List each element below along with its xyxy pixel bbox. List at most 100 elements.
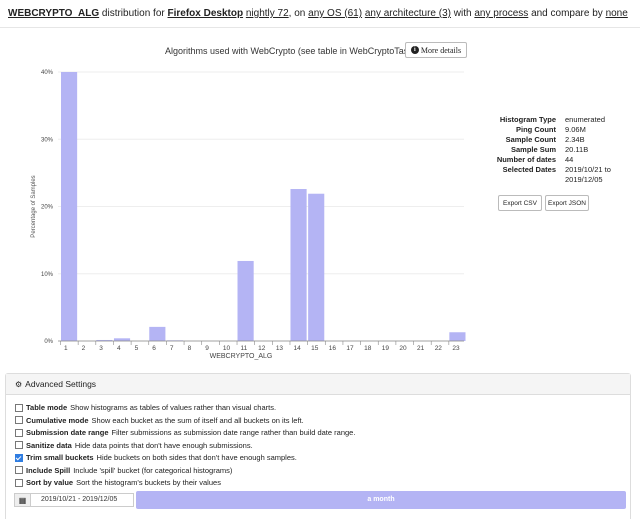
option-description: Filter submissions as submission date ra… <box>111 428 356 437</box>
stat-value: 9.06M <box>565 125 586 134</box>
option-row[interactable]: Table mode Show histograms as tables of v… <box>15 403 276 412</box>
stat-value: enumerated <box>565 115 606 124</box>
architecture-selector[interactable]: any architecture (3) <box>364 8 451 19</box>
x-tick-label: 16 <box>329 345 337 352</box>
option-title: Include Spill <box>26 465 71 475</box>
date-range-input[interactable]: 2019/10/21 - 2019/12/05 <box>30 493 134 507</box>
histogram-bar <box>149 326 166 341</box>
x-tick-label: 12 <box>258 345 266 352</box>
option-row[interactable]: Sort by value Sort the histogram's bucket… <box>15 478 221 487</box>
y-tick-label: 10% <box>41 272 54 278</box>
histogram-selector[interactable]: WEBCRYPTO_ALG <box>8 8 100 19</box>
histogram-bar <box>449 332 466 341</box>
option-title: Table mode <box>26 403 68 412</box>
query-bar: WEBCRYPTO_ALG distribution for Firefox D… <box>8 7 636 23</box>
stat-row: Number of dates 44 <box>478 155 635 165</box>
option-title: Trim small buckets <box>26 453 94 462</box>
option-checkbox[interactable] <box>15 428 23 437</box>
export-csv-button[interactable]: Export CSV <box>498 195 542 211</box>
os-selector[interactable]: any OS (61) <box>308 8 363 19</box>
x-tick-label: 14 <box>293 345 301 352</box>
stat-key: Histogram Type <box>499 115 556 124</box>
x-tick-label: 4 <box>117 345 121 352</box>
stat-value: 2019/10/21 to 2019/12/05 <box>565 165 611 184</box>
channel-selector[interactable]: nightly 72 <box>245 8 289 19</box>
query-text: with <box>453 8 472 19</box>
x-tick-label: 15 <box>311 345 319 352</box>
x-axis-label: WEBCRYPTO_ALG <box>210 353 273 360</box>
x-tick-label: 5 <box>135 345 139 352</box>
x-tick-label: 10 <box>223 345 231 352</box>
stat-value: 20.11B <box>565 145 589 154</box>
option-checkbox[interactable] <box>15 466 23 474</box>
info-icon: i <box>410 46 419 54</box>
option-title: Sanitize data <box>26 440 72 450</box>
option-checkbox[interactable] <box>15 441 23 449</box>
option-checkbox[interactable] <box>15 453 23 462</box>
calendar-icon[interactable]: ▦ <box>14 493 30 507</box>
query-text: and compare by <box>531 8 603 19</box>
more-details-button[interactable]: i More details <box>405 42 467 58</box>
advanced-settings-header[interactable]: ⚙ Advanced Settings <box>6 374 630 395</box>
option-checkbox[interactable] <box>15 416 23 424</box>
process-selector[interactable]: any process <box>474 8 529 19</box>
advanced-settings-panel: ⚙ Advanced Settings Table mode Show histog… <box>5 373 631 519</box>
x-tick-label: 6 <box>152 345 156 352</box>
option-row[interactable]: Include Spill Include 'spill' bucket (for… <box>15 466 232 475</box>
x-tick-label: 19 <box>382 345 390 352</box>
x-tick-label: 20 <box>399 345 407 352</box>
stat-key: Selected Dates <box>502 165 556 174</box>
x-tick-label: 11 <box>241 345 248 352</box>
x-tick-label: 1 <box>64 345 68 352</box>
stat-key: Ping Count <box>516 125 556 134</box>
option-row[interactable]: Trim small buckets Hide buckets on both s… <box>15 453 297 462</box>
option-description: Hide data points that don't have enough … <box>74 440 253 450</box>
histogram-bar <box>61 72 78 341</box>
y-tick-label: 0% <box>44 339 53 345</box>
query-text: , on <box>288 8 306 19</box>
stat-key: Sample Count <box>505 135 556 144</box>
x-tick-label: 22 <box>435 345 443 352</box>
histogram-bar <box>237 260 254 341</box>
y-tick-label: 40% <box>41 70 54 76</box>
stat-value: 2.34B <box>565 135 585 144</box>
y-tick-label: 20% <box>41 205 54 211</box>
option-description: Show histograms as tables of values rath… <box>70 403 277 412</box>
histogram-bar <box>113 338 131 341</box>
stat-value: 44 <box>565 155 574 164</box>
x-tick-label: 17 <box>346 345 354 352</box>
stat-key: Sample Sum <box>510 145 556 154</box>
export-json-button[interactable]: Export JSON <box>545 195 589 211</box>
stat-row: Selected Dates 2019/10/21 to 2019/12/05 <box>478 165 635 185</box>
x-tick-label: 13 <box>276 345 284 352</box>
option-title: Sort by value <box>26 478 74 487</box>
option-row[interactable]: Submission date range Filter submissions … <box>15 428 355 437</box>
divider <box>0 27 640 28</box>
x-tick-label: 21 <box>417 345 425 352</box>
option-description: Include 'spill' bucket (for categorical … <box>73 465 233 475</box>
product-selector[interactable]: Firefox Desktop <box>167 8 244 19</box>
gear-icon: ⚙ <box>15 380 23 389</box>
query-text: distribution for <box>101 8 165 19</box>
stat-row: Sample Count 2.34B <box>478 135 635 145</box>
option-checkbox[interactable] <box>15 403 23 412</box>
option-row[interactable]: Cumulative mode Show each bucket as the s… <box>15 416 304 425</box>
option-title: Cumulative mode <box>26 415 89 425</box>
option-checkbox[interactable] <box>15 478 23 487</box>
histogram-bar <box>96 339 113 341</box>
stats-table: Histogram Type enumerated Ping Count 9.06M S… <box>478 115 635 185</box>
option-description: Sort the histogram's buckets by their va… <box>76 478 221 487</box>
x-tick-label: 2 <box>82 345 86 352</box>
advanced-settings-title: Advanced Settings <box>25 379 97 389</box>
x-tick-label: 3 <box>99 345 103 352</box>
x-tick-label: 8 <box>188 345 192 352</box>
option-row[interactable]: Sanitize data Hide data points that don't… <box>15 441 253 450</box>
stat-row: Ping Count 9.06M <box>478 125 635 135</box>
date-range-slider[interactable]: a month <box>136 491 626 509</box>
compare-selector[interactable]: none <box>605 8 628 19</box>
x-tick-label: 23 <box>452 345 460 352</box>
x-tick-label: 18 <box>364 345 372 352</box>
x-tick-label: 7 <box>170 345 174 352</box>
more-details-label: More details <box>420 45 462 55</box>
